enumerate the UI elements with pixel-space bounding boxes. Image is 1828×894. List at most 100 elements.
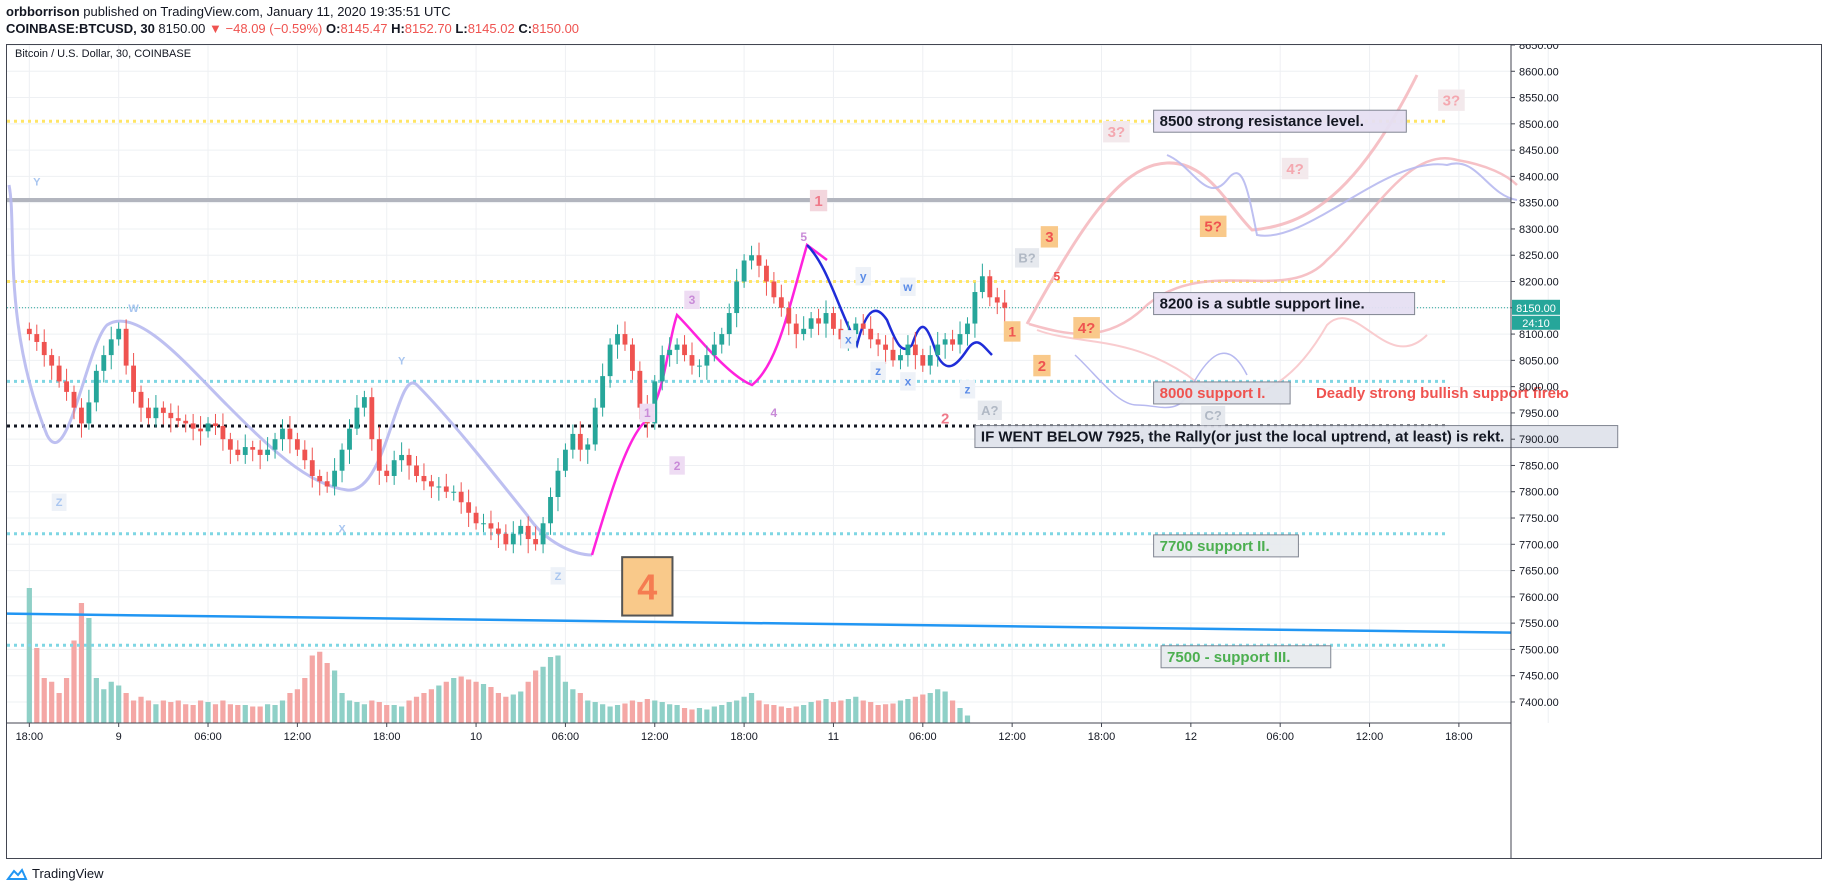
wave-label-text: x: [845, 333, 852, 347]
volume-bar: [637, 702, 643, 723]
candle-body: [741, 260, 747, 282]
wave-label-box: [959, 380, 976, 399]
volume-bar: [957, 708, 963, 723]
wave-label-text: Y: [33, 177, 41, 189]
wave-labels[interactable]: 4 1 5 3 1 2 4 3 5 1 2 2 5? 4? 3? 4? 3? B? A? C? Y W Z Y X Zy w x z x z: [33, 89, 1465, 617]
time-tick-label: 12:00: [284, 731, 312, 743]
candle-body: [495, 528, 501, 534]
candle-body: [332, 470, 338, 487]
wave-label: 4: [621, 556, 674, 617]
price-tick-label: 8550.00: [1519, 93, 1559, 105]
annotation-box: [1160, 645, 1332, 669]
candle-body: [146, 407, 151, 419]
candlesticks[interactable]: [26, 242, 1008, 554]
wave-label: 3: [1040, 226, 1059, 248]
wave-label-box: [1014, 248, 1040, 268]
wave-label-box: [1003, 321, 1021, 342]
volume-bar: [622, 703, 628, 723]
wave-label-text: x: [905, 375, 912, 389]
price-axis[interactable]: 7400.00 7450.00 7500.00 7550.00 7600.00 7650.…: [1510, 40, 1559, 858]
wave-label-box: [1281, 157, 1309, 180]
wave-label-text: B?: [1018, 251, 1035, 266]
wave-label-text: 2: [1038, 358, 1046, 375]
annotation-text: 7700 support II.: [1160, 538, 1270, 555]
price-chart[interactable]: 8500 strong resistance level. 8200 is a s…: [6, 40, 1821, 858]
volume-bar: [361, 704, 367, 723]
volume-bar: [897, 700, 904, 723]
wave-label-box: [840, 330, 857, 349]
high-label: H:: [391, 21, 405, 36]
candle-body: [749, 255, 754, 261]
candle-body: [630, 344, 635, 371]
volume-bar: [734, 700, 740, 723]
wave-label: 2: [1033, 354, 1051, 377]
wave-label-text: 5: [1053, 270, 1060, 284]
candle-body: [682, 344, 687, 356]
tradingview-logo[interactable]: TradingView: [6, 866, 104, 881]
wave-label: 1: [1003, 321, 1021, 342]
candle-body: [577, 433, 583, 450]
last-price: 8150.00: [158, 21, 206, 36]
price-tick-label: 7950.00: [1519, 408, 1559, 420]
annotation-box: [974, 425, 1619, 449]
wave-label-box: [1073, 317, 1100, 339]
annotation: 8000 support I.: [1153, 381, 1291, 405]
candle-body: [131, 365, 136, 392]
time-axis[interactable]: 18:00 9 06:00 12:00 18:00 10 06:00 12:00 18:00 11…: [7, 722, 1511, 743]
candle-body: [562, 449, 568, 471]
wave-label-text: z: [964, 383, 970, 397]
chart-frame[interactable]: 8500 strong resistance level. 8200 is a s…: [6, 40, 1822, 859]
candle-body: [1002, 302, 1008, 308]
author-name[interactable]: orbborrison: [6, 4, 80, 19]
wave-label-text: 4?: [1286, 161, 1304, 178]
candle-body: [697, 365, 702, 367]
annotation-box: [1153, 109, 1407, 133]
candle-body: [935, 344, 941, 356]
wave-label: A?: [977, 400, 1002, 420]
volume-bar: [317, 651, 323, 723]
volume-bar: [130, 700, 137, 723]
low-label: L:: [455, 21, 468, 36]
candle-body: [764, 265, 769, 282]
volume-bar: [696, 708, 703, 723]
wave-label-box: [51, 493, 67, 511]
candle-body: [302, 449, 308, 461]
volume-bar: [659, 702, 665, 723]
wave-label-text: 2: [941, 411, 949, 428]
wave-label-text: A?: [981, 403, 998, 418]
volume-bar: [808, 702, 814, 723]
low-value: 8145.02: [467, 21, 515, 36]
candle-body: [34, 334, 40, 342]
candle-body: [652, 381, 658, 424]
candle-body: [823, 313, 829, 324]
price-tick-label: 8500.00: [1519, 119, 1559, 131]
candle-body: [592, 407, 598, 445]
candle-body: [272, 439, 278, 450]
candle-body: [227, 439, 233, 450]
text-annotations[interactable]: 8500 strong resistance level. 8200 is a s…: [974, 109, 1619, 669]
trendline[interactable]: [6, 612, 1512, 634]
candle-body: [942, 339, 948, 345]
volume-bar: [614, 705, 621, 723]
candle-body: [600, 376, 606, 408]
wave-label: 4: [771, 406, 778, 420]
projection-path-blue-top: [1166, 154, 1518, 237]
volume-bar: [294, 689, 300, 723]
candle-body: [205, 423, 211, 432]
candle-body: [324, 481, 330, 487]
volume-bar: [34, 648, 40, 723]
annotation: 7700 support II.: [1153, 534, 1299, 558]
volume-bar: [711, 706, 717, 723]
wave-label-box: [1201, 405, 1226, 426]
volume-bar: [689, 709, 695, 723]
annotation: 7500 - support III.: [1160, 645, 1332, 669]
candle-body: [451, 491, 457, 493]
volume-bar: [949, 700, 956, 723]
price-tick-label: 7400.00: [1519, 697, 1559, 709]
candle-body: [406, 454, 412, 466]
wave-label-box: [550, 567, 566, 585]
time-tick-label: 9: [116, 731, 122, 743]
wave-label-text: Y: [398, 355, 406, 367]
wave-label-text: 5?: [1204, 219, 1222, 236]
volume-bar: [525, 681, 531, 723]
